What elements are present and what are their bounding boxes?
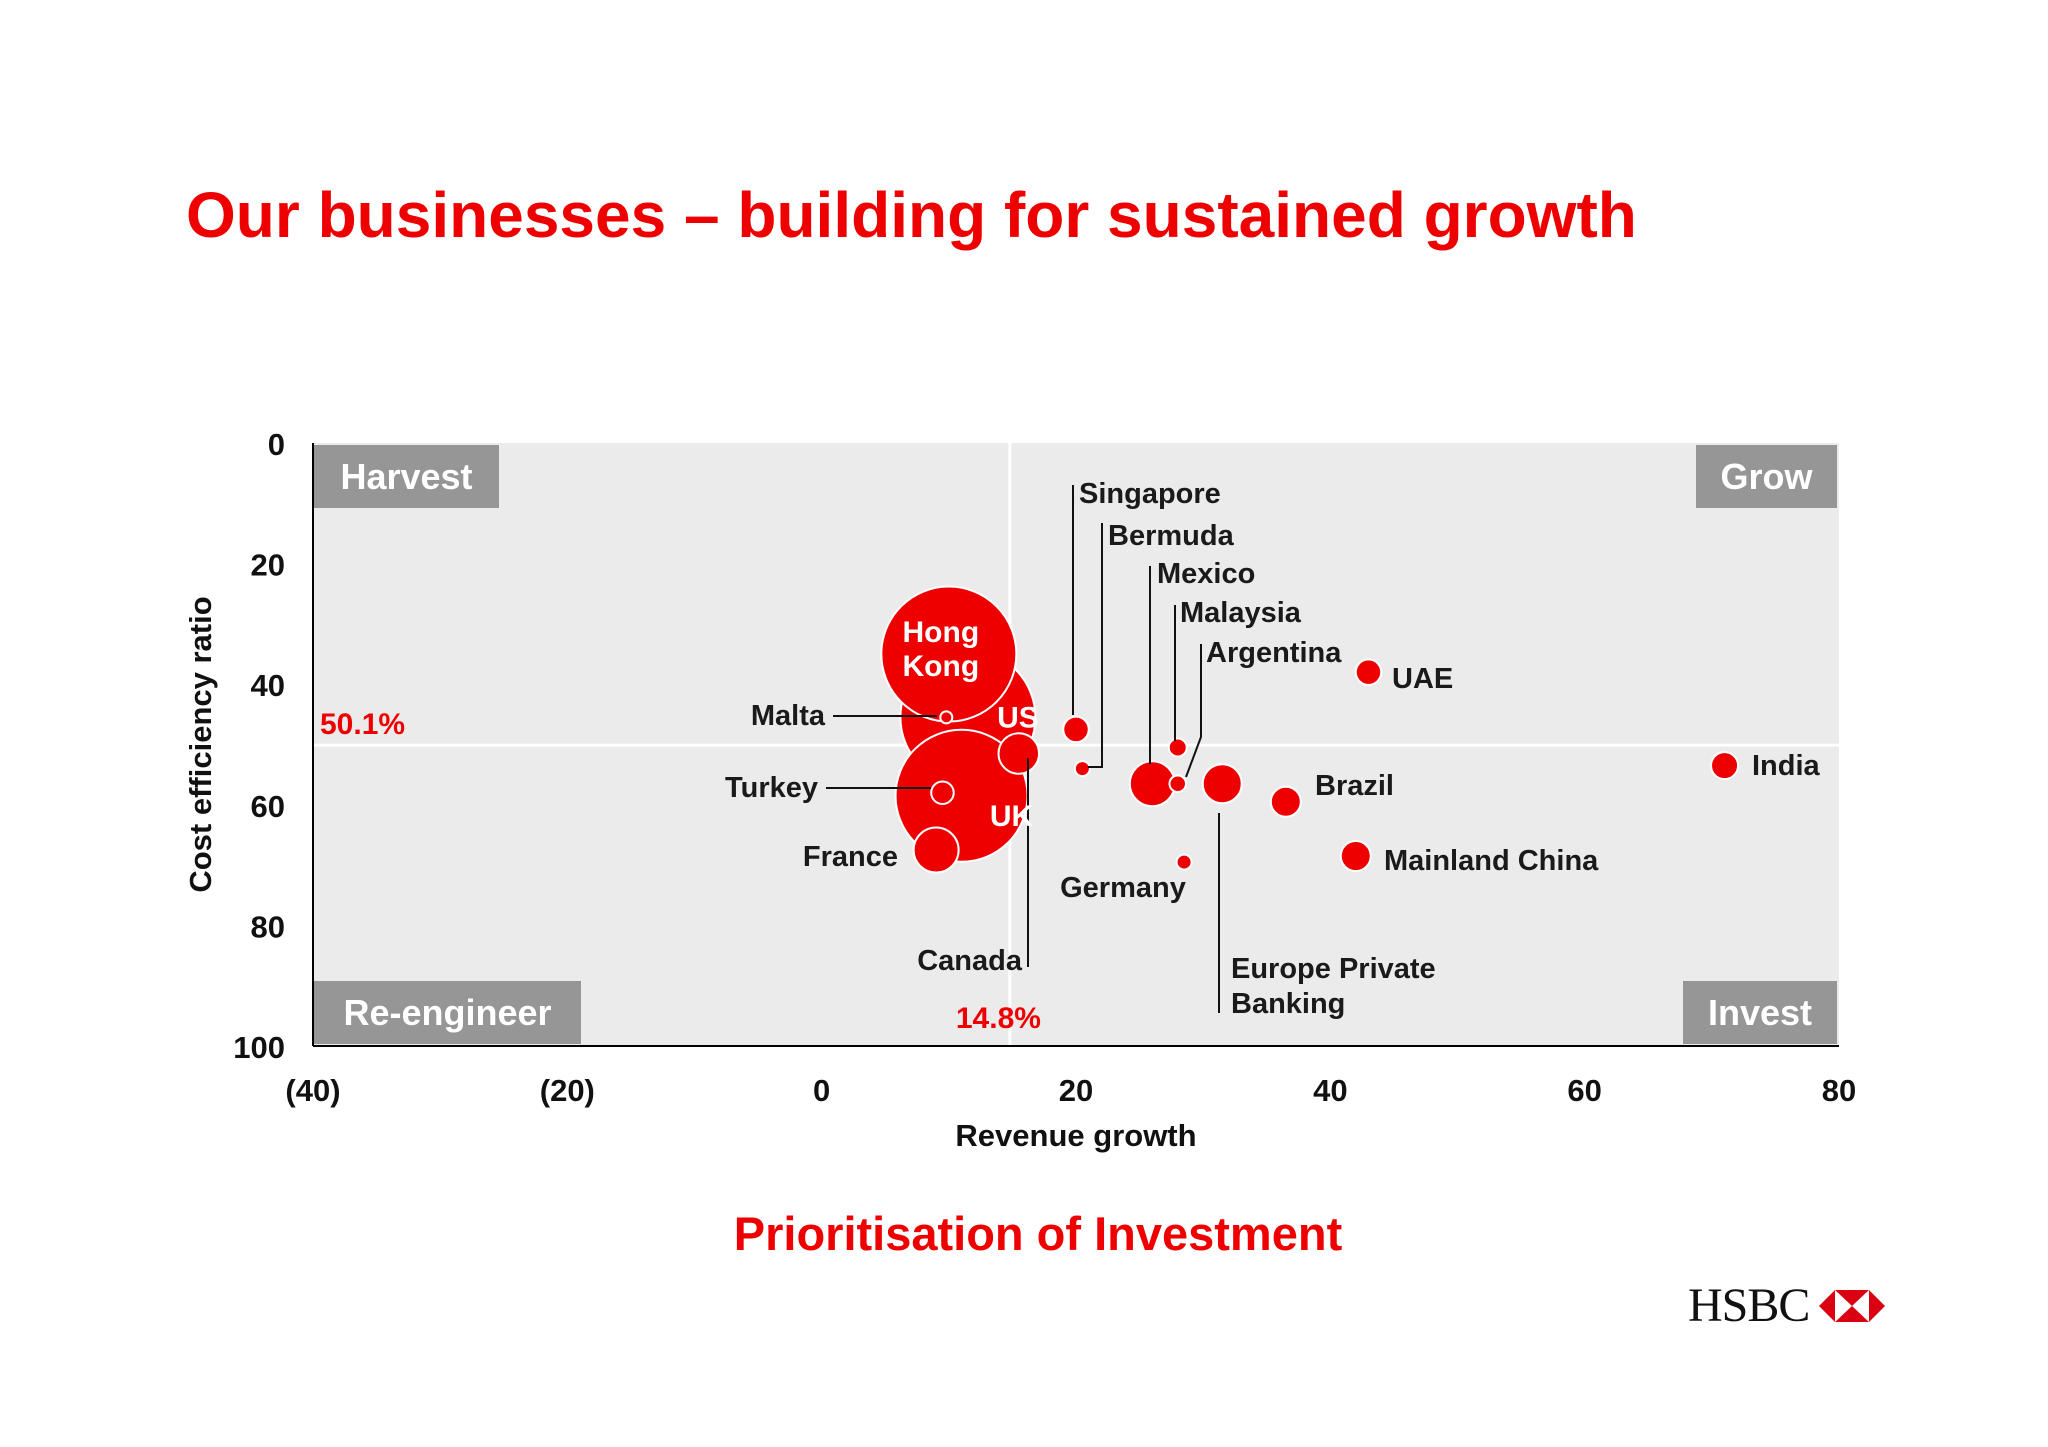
bubble [1201, 763, 1243, 805]
chart-subtitle: Prioritisation of Investment [733, 1207, 1343, 1260]
point-label: Brazil [1315, 770, 1394, 802]
quadrant-label: Invest [1708, 992, 1812, 1033]
x-tick-label: 0 [813, 1073, 830, 1108]
x-tick-label: (40) [285, 1073, 340, 1108]
bubble [1269, 785, 1302, 818]
y-tick-label: 80 [251, 909, 285, 944]
x-tick-label: 80 [1822, 1073, 1856, 1108]
point-label: Germany [1060, 872, 1186, 904]
leader-line [1088, 523, 1103, 768]
quadrant-label: Harvest [340, 456, 472, 497]
bubble [1339, 840, 1372, 873]
point-label: UAE [1392, 663, 1453, 695]
point-label: Turkey [725, 772, 818, 804]
bubble [997, 732, 1041, 775]
bubble [1354, 658, 1383, 686]
point-label-line: Europe Private [1231, 953, 1436, 985]
y-tick-label: 60 [251, 789, 285, 824]
hexagon-logo-icon [1819, 1289, 1886, 1322]
bubble [1062, 715, 1090, 744]
reference-label-x: 14.8% [956, 1002, 1041, 1035]
bubble [1073, 760, 1091, 778]
bubble [1710, 751, 1740, 781]
bubbles [880, 585, 1740, 874]
leader-lines [826, 485, 1220, 1013]
y-axis-title: Cost efficiency ratio [183, 596, 218, 892]
point-label-line: Kong [903, 650, 980, 683]
point-label: Singapore [1079, 478, 1221, 510]
point-label-line: Banking [1231, 988, 1345, 1020]
quadrant-label-box [314, 445, 499, 508]
point-label: Malta [751, 700, 826, 732]
chart-labels: 14.8% 50.1% (40) (20) 0 20 40 60 80 0 20 40 60 80 100 R… [183, 427, 1856, 1153]
quadrant-label-box [1696, 445, 1837, 508]
bubble [1167, 737, 1188, 758]
y-tick-label: 40 [251, 668, 285, 703]
x-tick-label: 40 [1313, 1073, 1347, 1108]
logo-text: HSBC [1688, 1279, 1810, 1332]
leader-line [1185, 644, 1202, 778]
reference-label-y: 50.1% [320, 708, 405, 741]
bubble [930, 780, 955, 805]
quadrant-label: Re-engineer [343, 992, 551, 1033]
point-label-line: Hong [903, 616, 980, 649]
point-label: France [803, 841, 898, 873]
point-label: Malaysia [1180, 597, 1302, 629]
point-label: Mexico [1157, 558, 1255, 590]
x-tick-label: (20) [540, 1073, 595, 1108]
bubble [912, 826, 960, 874]
point-label: Europe Private Banking [1231, 953, 1436, 1020]
y-tick-label: 0 [268, 427, 285, 462]
point-label: Canada [917, 945, 1023, 977]
point-label: US [997, 701, 1039, 734]
point-label: India [1752, 750, 1821, 782]
x-tick-label: 60 [1567, 1073, 1601, 1108]
x-axis-title: Revenue growth [955, 1118, 1196, 1153]
bubble [1168, 774, 1187, 793]
quadrant-label-box [1683, 981, 1837, 1044]
quadrant-label-box [314, 981, 581, 1044]
y-tick-label: 100 [233, 1030, 285, 1065]
slide-title: Our businesses – building for sustained … [186, 179, 1637, 251]
point-label: Bermuda [1108, 520, 1235, 552]
point-label: Hong Kong [903, 616, 980, 683]
hsbc-logo: HSBC [1688, 1278, 1886, 1333]
quadrant-label: Grow [1720, 456, 1813, 497]
bubble [1175, 853, 1193, 871]
point-label: UK [990, 800, 1034, 833]
y-tick-label: 20 [251, 548, 285, 583]
plot-area [312, 443, 1839, 1047]
bubble [1128, 760, 1176, 808]
x-tick-label: 20 [1059, 1073, 1093, 1108]
point-label: Mainland China [1384, 845, 1599, 877]
bubble [939, 710, 954, 725]
point-label: Argentina [1206, 637, 1342, 669]
